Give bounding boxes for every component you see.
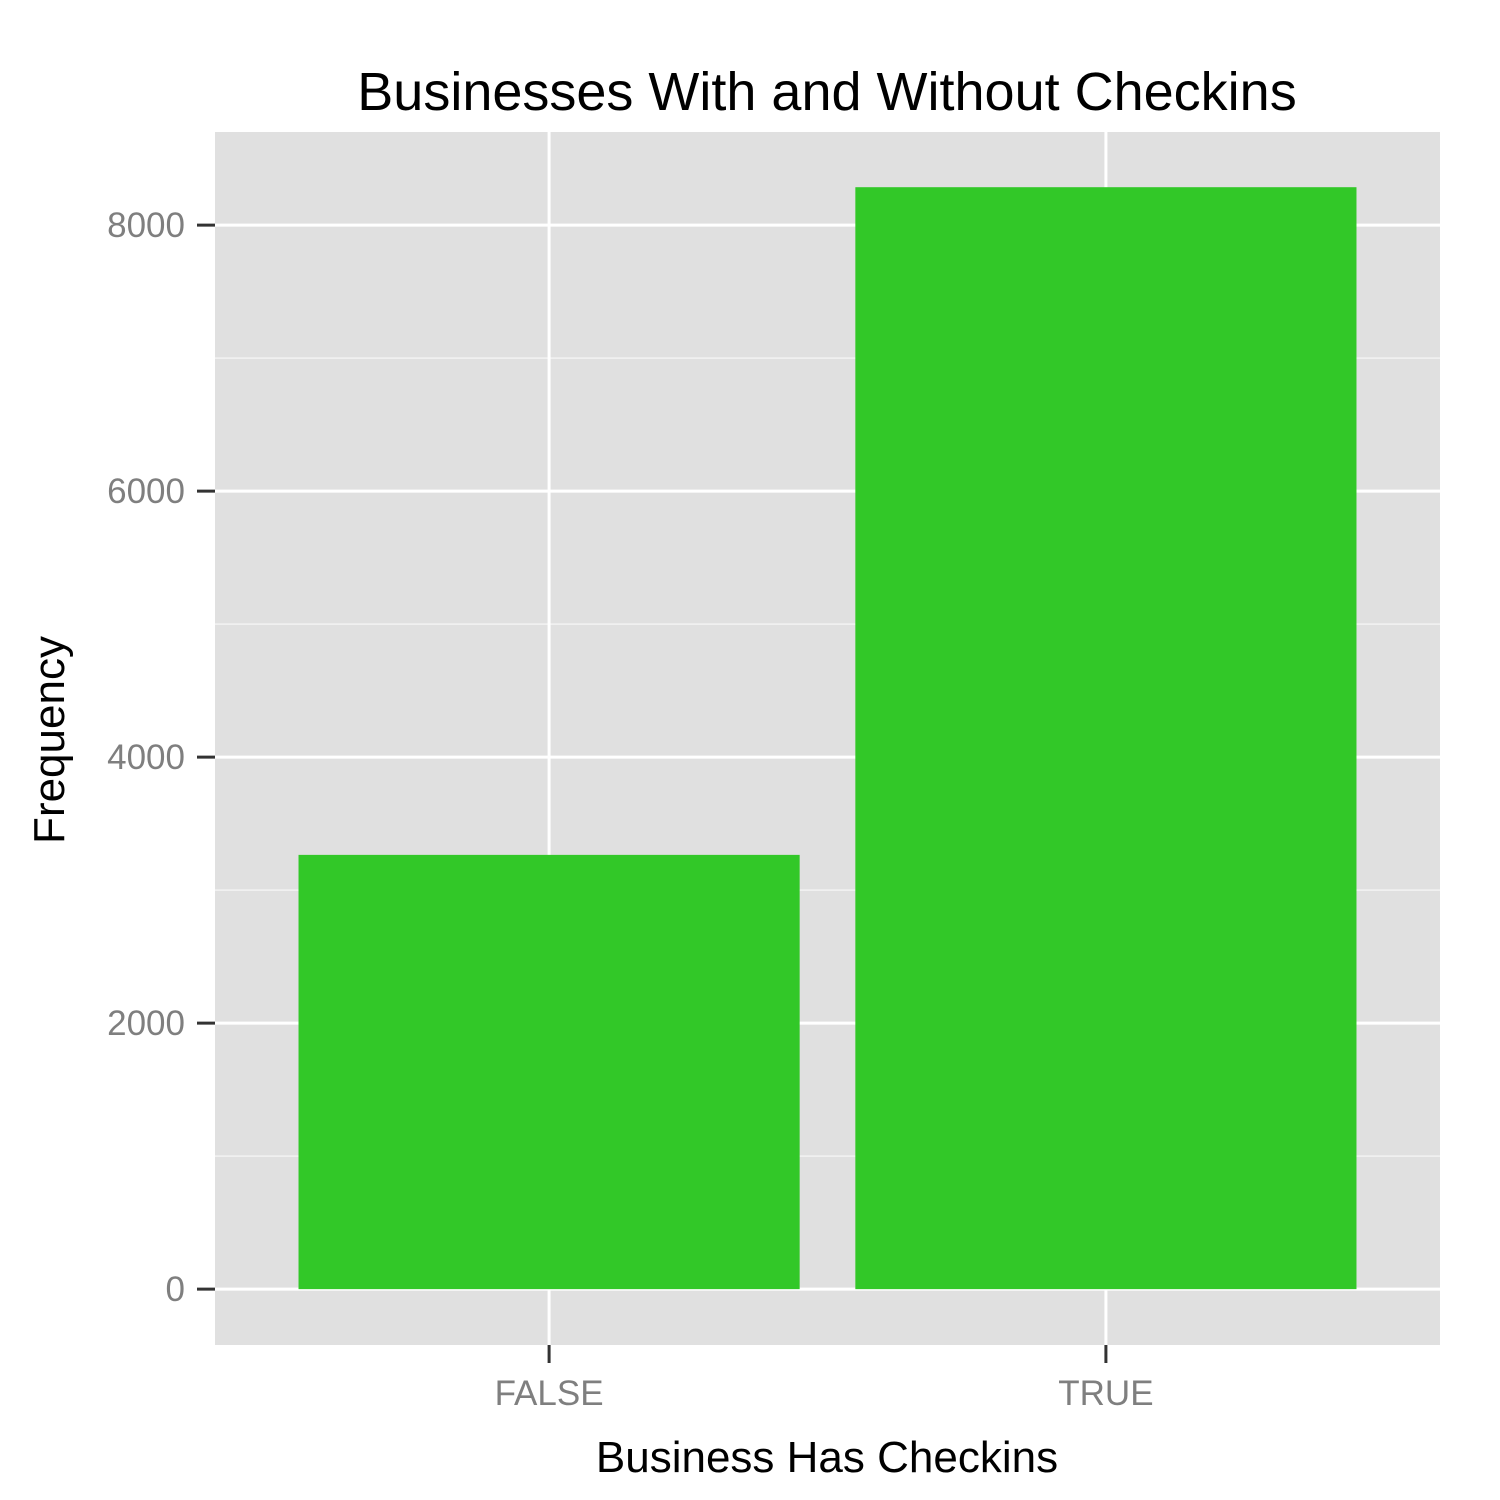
y-tick-label: 0 xyxy=(166,1270,185,1309)
chart-title: Businesses With and Without Checkins xyxy=(357,62,1296,122)
x-axis: FALSE TRUE xyxy=(495,1345,1154,1413)
bars xyxy=(298,187,1357,1290)
y-axis-title: Frequency xyxy=(25,636,74,844)
bar-false xyxy=(298,854,800,1290)
y-tick-label: 4000 xyxy=(107,738,185,777)
y-tick-label: 6000 xyxy=(107,472,185,511)
y-tick-label: 2000 xyxy=(107,1004,185,1043)
x-tick-label: FALSE xyxy=(495,1374,604,1413)
x-axis-title: Business Has Checkins xyxy=(596,1433,1058,1482)
bar-true xyxy=(855,187,1357,1290)
x-tick-label: TRUE xyxy=(1058,1374,1153,1413)
y-axis: 0 2000 4000 6000 8000 xyxy=(107,206,215,1309)
y-tick-label: 8000 xyxy=(107,206,185,245)
